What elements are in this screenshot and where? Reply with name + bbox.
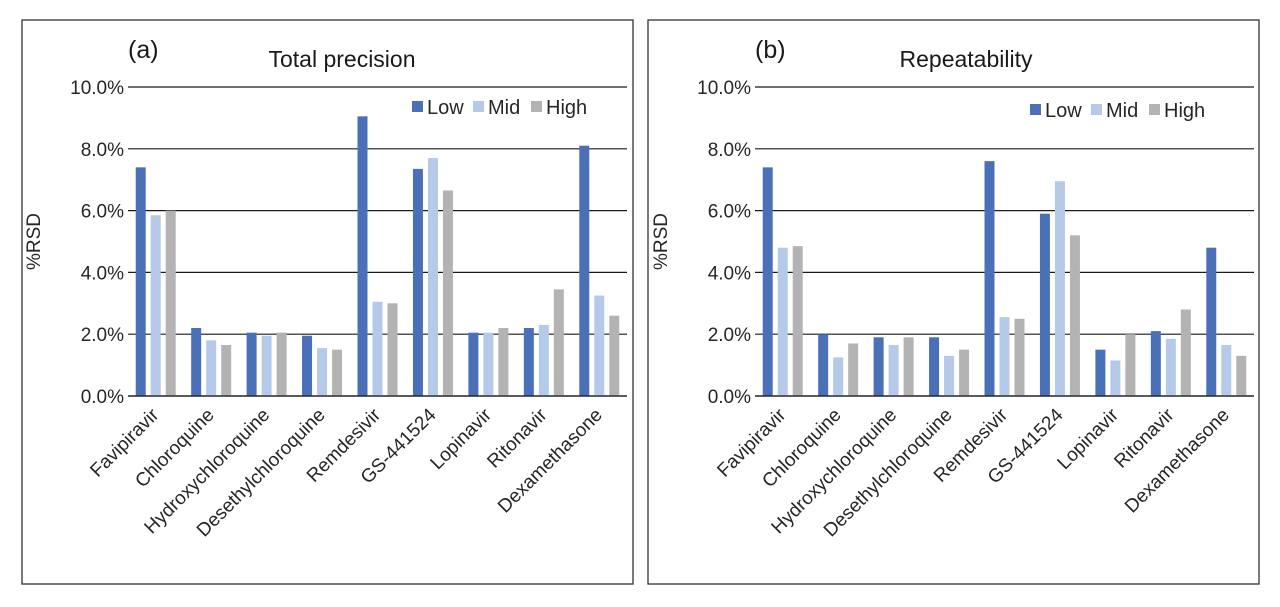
legend-swatch-low (412, 101, 423, 112)
y-tick-label: 8.0% (81, 140, 124, 161)
bar-low-gs-441524 (1039, 213, 1050, 396)
bar-low-lopinavir (468, 332, 479, 396)
bar-mid-lopinavir (483, 332, 494, 396)
bar-mid-favipiravir (777, 247, 788, 396)
bar-mid-remdesivir (999, 317, 1010, 396)
bar-mid-hydroxychloroquine (261, 335, 272, 396)
bar-low-hydroxychloroquine (246, 332, 257, 396)
y-tick-label: 8.0% (708, 140, 751, 161)
y-tick-label: 4.0% (81, 263, 124, 284)
bar-high-ritonavir (1180, 309, 1191, 396)
bar-high-favipiravir (165, 210, 176, 396)
panel-a: 0.0%2.0%4.0%6.0%8.0%10.0%FavipiravirChlo… (21, 19, 634, 585)
bar-mid-desethylchloroquine (944, 355, 955, 396)
bar-low-desethylchloroquine (302, 335, 313, 396)
y-tick-label: 6.0% (708, 202, 751, 223)
bar-low-hydroxychloroquine (873, 337, 884, 396)
legend-swatch-low (1030, 104, 1041, 115)
bar-high-gs-441524 (442, 190, 453, 396)
legend-swatch-high (1149, 104, 1160, 115)
y-tick-label: 10.0% (697, 78, 751, 99)
bar-low-remdesivir (984, 161, 995, 396)
legend-swatch-high (531, 101, 542, 112)
y-axis-title: %RSD (24, 213, 45, 270)
bar-low-dexamethasone (1206, 247, 1217, 396)
bar-mid-lopinavir (1110, 360, 1121, 396)
chart-title: Repeatability (900, 46, 1033, 72)
bar-high-remdesivir (387, 303, 398, 396)
bar-mid-ritonavir (538, 324, 549, 396)
bar-mid-gs-441524 (427, 158, 438, 396)
legend-label: Mid (1106, 100, 1138, 122)
bar-high-dexamethasone (609, 315, 620, 396)
y-tick-label: 0.0% (81, 387, 124, 408)
chart-title: Total precision (268, 46, 415, 72)
bar-mid-favipiravir (150, 215, 161, 396)
bar-low-gs-441524 (412, 168, 423, 396)
y-tick-label: 0.0% (708, 387, 751, 408)
bar-high-favipiravir (792, 246, 803, 396)
panel-label: (a) (128, 36, 159, 64)
y-tick-label: 4.0% (708, 263, 751, 284)
bar-high-remdesivir (1014, 318, 1025, 396)
y-tick-label: 2.0% (708, 325, 751, 346)
bar-mid-chloroquine (206, 340, 217, 396)
bar-high-desethylchloroquine (959, 349, 970, 396)
bar-high-dexamethasone (1236, 355, 1247, 396)
bar-high-gs-441524 (1069, 235, 1080, 396)
y-tick-label: 10.0% (70, 78, 124, 99)
panel-label: (b) (755, 36, 786, 64)
bar-mid-dexamethasone (594, 295, 605, 396)
bar-mid-dexamethasone (1221, 345, 1232, 396)
legend-swatch-mid (1091, 104, 1102, 115)
bar-low-remdesivir (357, 116, 368, 396)
bar-mid-hydroxychloroquine (888, 345, 899, 396)
bar-low-desethylchloroquine (929, 337, 940, 396)
bar-low-ritonavir (523, 328, 534, 396)
legend-label: Low (427, 97, 464, 119)
panel-frame (21, 19, 634, 585)
bar-mid-desethylchloroquine (317, 348, 328, 396)
bar-low-lopinavir (1095, 349, 1106, 396)
bar-low-ritonavir (1150, 331, 1161, 396)
y-tick-label: 6.0% (81, 202, 124, 223)
bar-mid-remdesivir (372, 301, 383, 396)
bar-high-chloroquine (848, 343, 859, 396)
bar-low-dexamethasone (579, 145, 590, 396)
bar-high-lopinavir (1125, 334, 1136, 396)
y-tick-label: 2.0% (81, 325, 124, 346)
bar-high-ritonavir (553, 289, 564, 396)
legend-label: High (1164, 100, 1205, 122)
bar-mid-chloroquine (833, 357, 844, 396)
legend-swatch-mid (473, 101, 484, 112)
bar-high-hydroxychloroquine (276, 332, 287, 396)
legend-label: Low (1045, 100, 1082, 122)
legend-label: High (546, 97, 587, 119)
bar-mid-gs-441524 (1054, 181, 1065, 396)
bar-mid-ritonavir (1165, 338, 1176, 396)
bar-low-chloroquine (191, 328, 202, 396)
bar-low-favipiravir (762, 167, 773, 396)
bar-low-chloroquine (818, 334, 829, 396)
bar-high-chloroquine (221, 345, 232, 396)
y-axis-title: %RSD (651, 213, 672, 270)
bar-high-hydroxychloroquine (903, 337, 914, 396)
bar-high-lopinavir (498, 328, 509, 396)
bar-low-favipiravir (135, 167, 146, 396)
bar-high-desethylchloroquine (332, 349, 343, 396)
legend-label: Mid (488, 97, 520, 119)
panel-b: 0.0%2.0%4.0%6.0%8.0%10.0%FavipiravirChlo… (647, 19, 1260, 585)
